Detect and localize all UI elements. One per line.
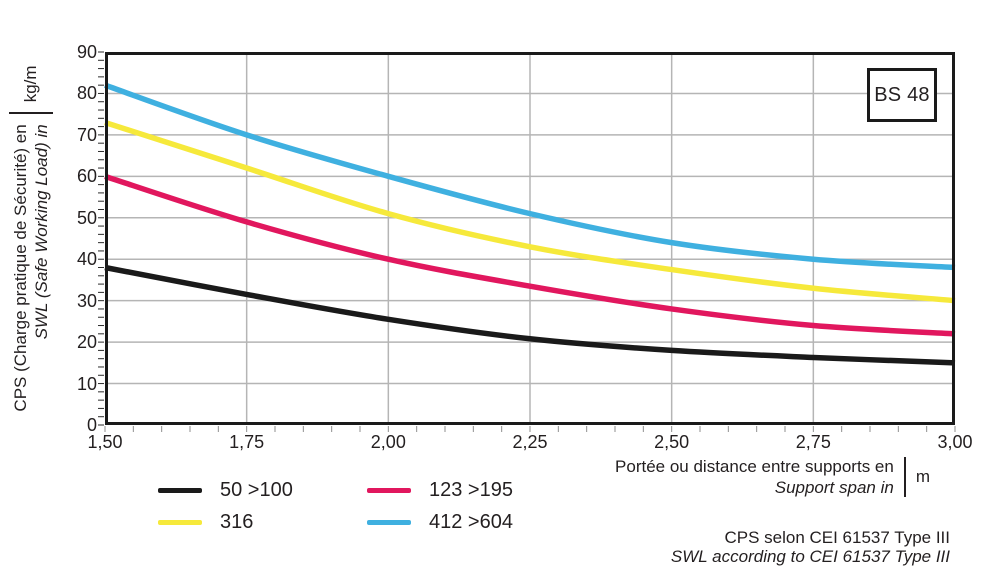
y-tick-label: 70 [76,124,97,145]
x-tick-label: 2,75 [795,432,831,452]
x-axis-title: Portée ou distance entre supports en Sup… [560,456,930,499]
legend-swatch [367,487,411,493]
y-axis-title-fr: CPS (Charge pratique de Sécurité) en [10,124,30,412]
legend-swatch [158,487,202,493]
standard-badge: BS 48 [867,68,937,122]
footnote-en: SWL according to CEI 61537 Type III [670,547,950,567]
curve-50-100 [104,264,956,366]
legend: 50 >100 123 >195 316 412 >604 [158,474,513,538]
x-axis-unit: m [915,467,930,487]
legend-swatch [367,519,411,525]
legend-label: 412 >604 [429,510,513,533]
x-tick-label: 1,50 [87,432,123,452]
x-tick-label: 3,00 [937,432,973,452]
y-tick-label: 0 [86,415,97,435]
y-axis-unit-separator [9,112,53,115]
x-axis-title-text: Portée ou distance entre supports en Sup… [615,456,894,499]
curve-123-195 [104,173,956,337]
legend-item: 316 [158,511,367,534]
x-tick-label: 2,00 [370,432,406,452]
y-tick-label: 80 [76,83,97,104]
footnote: CPS selon CEI 61537 Type III SWL accordi… [550,528,950,566]
y-tick-label: 90 [76,42,97,62]
x-axis-title-en: Support span in [774,478,894,498]
x-tick-label: 2,50 [654,432,690,452]
y-tick-label: 60 [76,166,97,187]
legend-item: 123 >195 [367,479,513,502]
plot-border [105,52,955,425]
x-tick-label: 1,75 [229,432,265,452]
legend-swatch [158,519,202,525]
legend-label: 123 >195 [429,478,513,501]
y-tick-label: 40 [76,249,97,270]
legend-label: 50 >100 [220,478,293,501]
x-axis-title-fr: Portée ou distance entre supports en [615,457,894,476]
plot-area [98,51,956,432]
x-tick-label: 2,25 [512,432,548,452]
y-axis-title: CPS (Charge pratique de Sécurité) en SWL… [4,52,58,425]
x-axis-unit-separator [903,457,906,498]
y-tick-label: 30 [76,290,97,311]
y-tick-label: 50 [76,207,97,228]
y-tick-label: 20 [76,332,97,353]
legend-label: 316 [220,510,254,533]
footnote-fr: CPS selon CEI 61537 Type III [724,528,950,547]
legend-item: 412 >604 [367,511,513,534]
curve-412-604 [104,82,956,271]
standard-badge-label: BS 48 [874,83,930,106]
curve-316 [104,119,956,304]
y-tick-label: 10 [76,373,97,394]
legend-item: 50 >100 [158,479,367,502]
